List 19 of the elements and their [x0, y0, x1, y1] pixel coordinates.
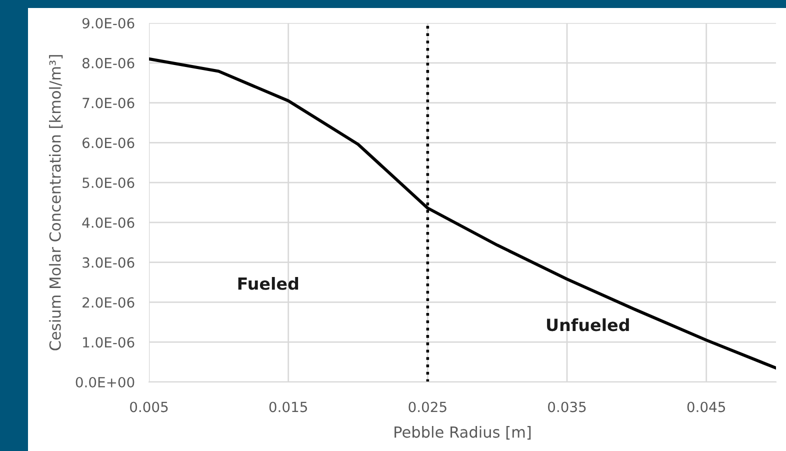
x-tick-label: 0.045: [687, 402, 725, 412]
y-tick-label: 1.0E-06: [83, 337, 134, 348]
y-axis-title: Cesium Molar Concentration [kmol/m³]: [49, 55, 63, 350]
x-tick-label: 0.035: [548, 402, 586, 412]
y-tick-label: 2.0E-06: [82, 297, 134, 308]
x-tick-label: 0.015: [269, 402, 307, 412]
y-tick-label: 6.0E-06: [82, 138, 134, 148]
annotation: Unfueled: [547, 318, 629, 332]
annotation: Fueled: [238, 277, 298, 290]
y-tick-label: 5.0E-06: [82, 178, 134, 188]
x-tick-label: 0.025: [408, 402, 446, 412]
x-tick-label: 0.005: [130, 402, 168, 412]
y-tick-label: 7.0E-06: [82, 98, 134, 108]
x-axis-title: Pebble Radius [m]: [394, 426, 531, 440]
y-tick-label: 9.0E-06: [82, 18, 134, 28]
y-tick-label: 3.0E-06: [82, 257, 134, 268]
y-tick-label: 0.0E+00: [76, 376, 134, 388]
y-tick-label: 8.0E-06: [82, 58, 134, 68]
y-tick-label: 4.0E-06: [82, 217, 134, 228]
